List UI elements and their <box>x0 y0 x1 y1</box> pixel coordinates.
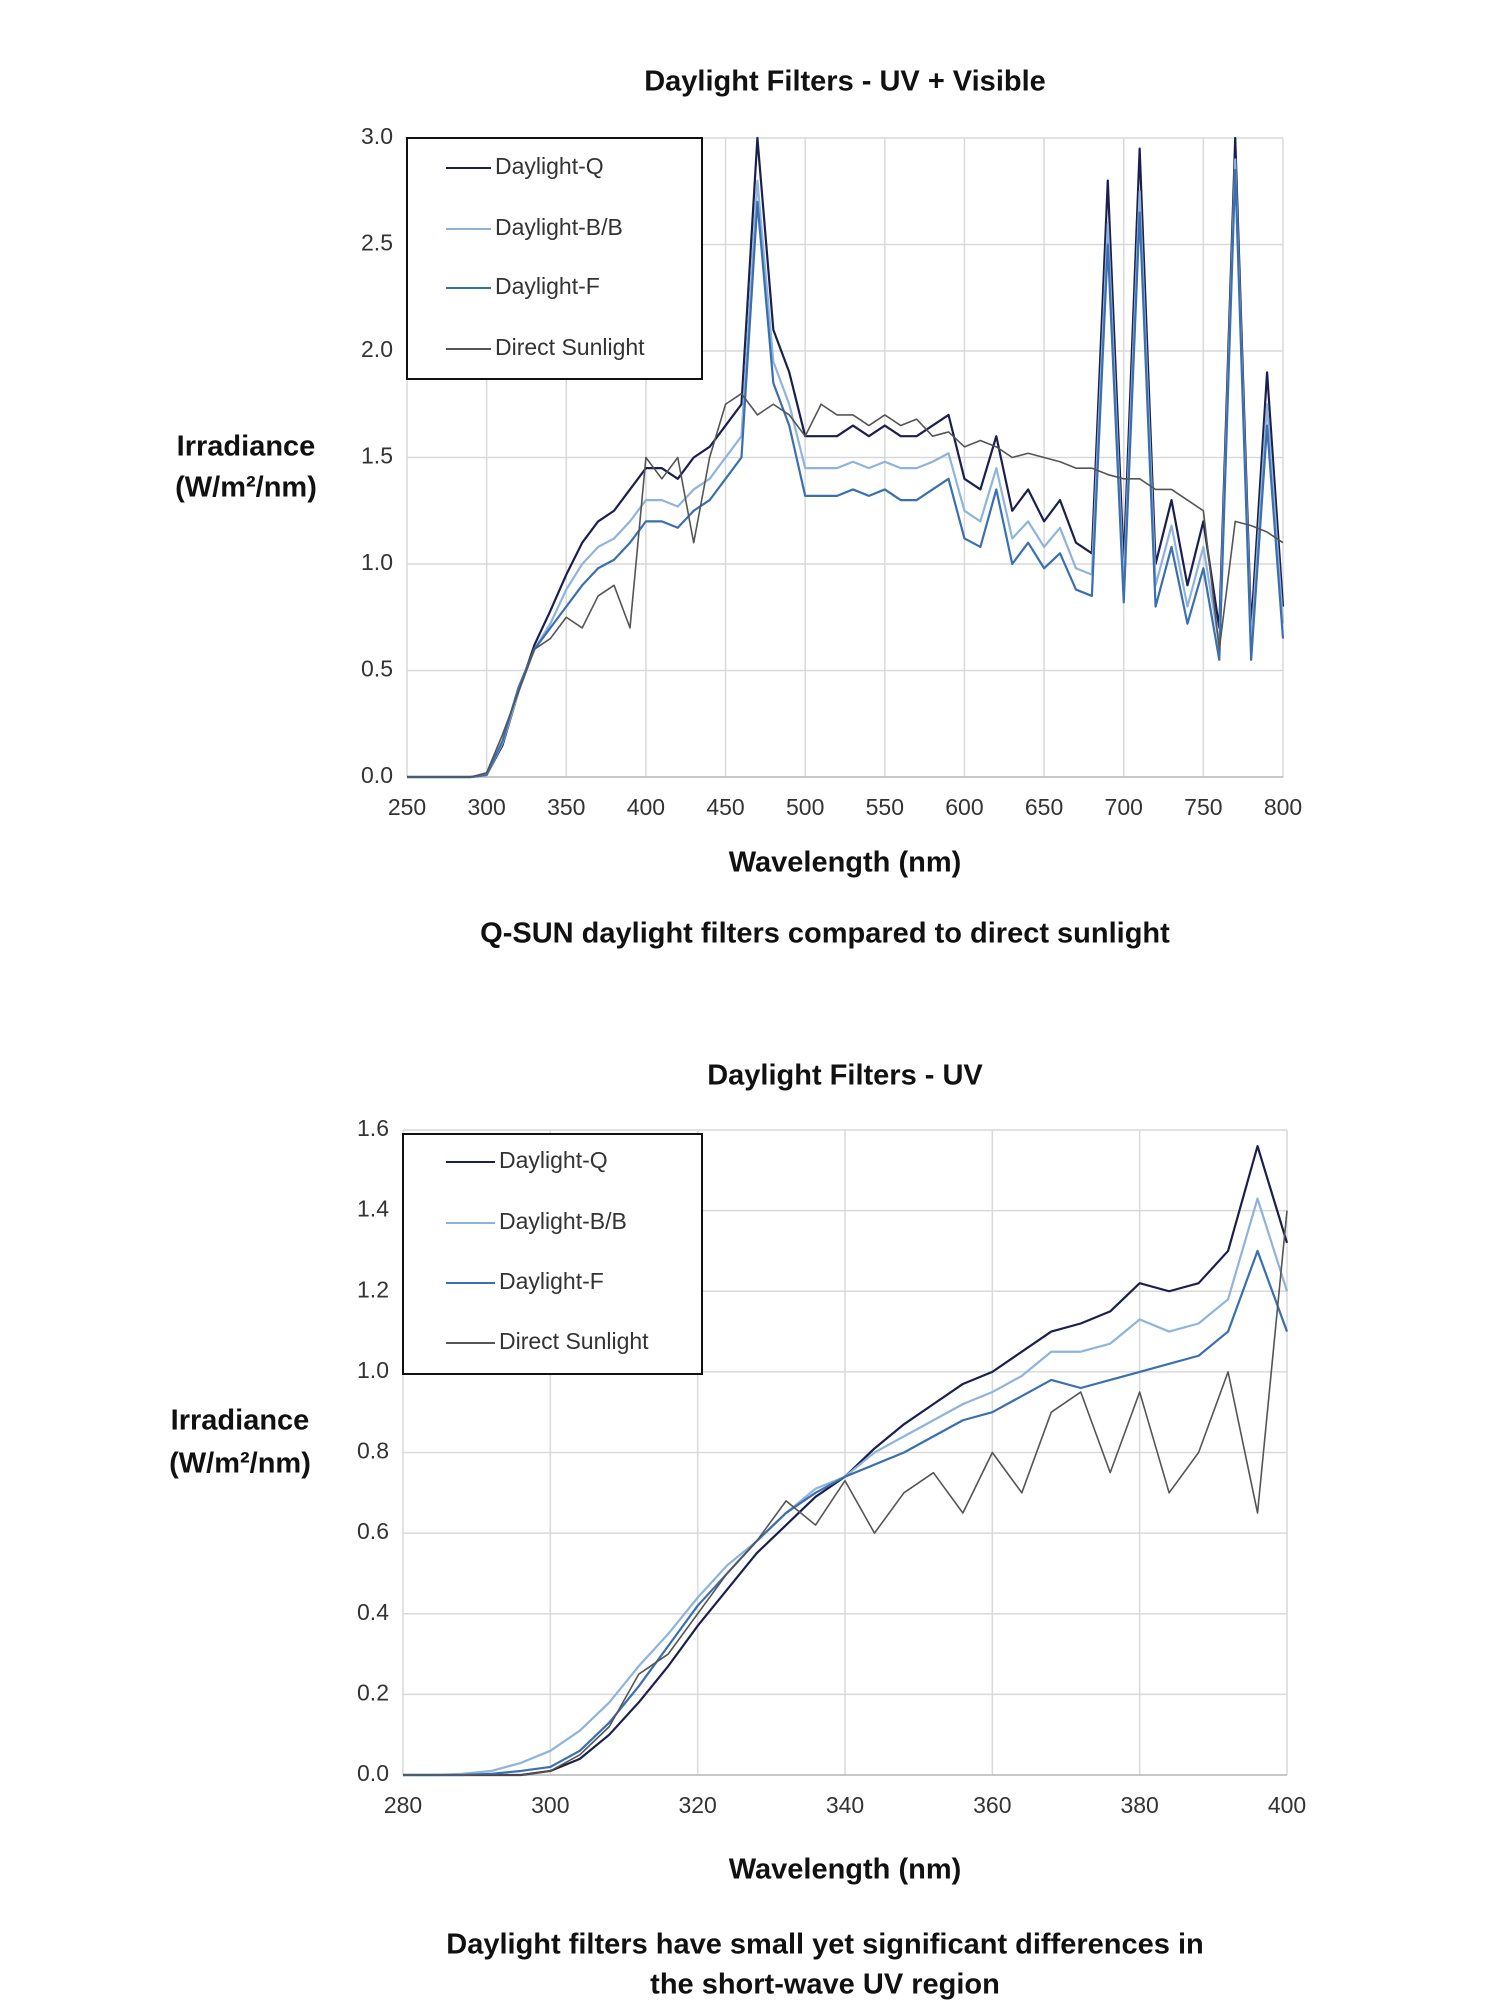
series-line <box>403 1249 1289 1777</box>
x-tick-label: 340 <box>826 1792 864 1818</box>
x-axis-label: Wavelength (nm) <box>729 1854 962 1886</box>
y-tick-label: 0.0 <box>361 762 393 788</box>
y-tick-label: 2.5 <box>361 230 393 256</box>
legend-label: Daylight-F <box>495 273 600 299</box>
legend-label: Daylight-B/B <box>495 214 623 240</box>
y-axis-label: Irradiance <box>177 431 316 463</box>
legend-box <box>406 137 703 380</box>
legend-label: Daylight-F <box>499 1268 604 1294</box>
chart-title: Daylight Filters - UV + Visible <box>644 66 1046 98</box>
x-tick-label: 360 <box>973 1792 1011 1818</box>
y-tick-label: 1.6 <box>357 1115 389 1141</box>
x-tick-label: 250 <box>388 794 426 820</box>
x-tick-label: 800 <box>1264 794 1302 820</box>
x-tick-label: 650 <box>1025 794 1063 820</box>
y-tick-label: 1.5 <box>361 443 393 469</box>
series-line <box>407 168 1285 779</box>
x-tick-label: 750 <box>1184 794 1222 820</box>
legend-box <box>402 1133 703 1375</box>
x-tick-label: 300 <box>467 794 505 820</box>
legend-label: Direct Sunlight <box>495 334 645 360</box>
x-tick-label: 350 <box>547 794 585 820</box>
y-tick-label: 3.0 <box>361 123 393 149</box>
y-tick-label: 1.4 <box>357 1196 389 1222</box>
legend-label: Direct Sunlight <box>499 1328 649 1354</box>
x-tick-label: 550 <box>866 794 904 820</box>
y-axis-label: (W/m²/nm) <box>175 472 317 504</box>
y-tick-label: 0.0 <box>357 1760 389 1786</box>
x-tick-label: 400 <box>1268 1792 1306 1818</box>
x-tick-label: 400 <box>627 794 665 820</box>
legend-label: Daylight-B/B <box>499 1208 627 1234</box>
x-tick-label: 450 <box>706 794 744 820</box>
y-tick-label: 2.0 <box>361 336 393 362</box>
y-tick-label: 0.8 <box>357 1438 389 1464</box>
y-tick-label: 1.2 <box>357 1276 389 1302</box>
y-tick-label: 0.5 <box>361 656 393 682</box>
x-tick-label: 300 <box>531 1792 569 1818</box>
y-axis-label: (W/m²/nm) <box>169 1448 311 1480</box>
x-tick-label: 320 <box>678 1792 716 1818</box>
caption: Daylight filters have small yet signific… <box>446 1929 1203 1961</box>
legend-label: Daylight-Q <box>495 153 604 179</box>
series-line <box>407 392 1284 778</box>
x-tick-label: 700 <box>1105 794 1143 820</box>
x-tick-label: 500 <box>786 794 824 820</box>
caption: Q-SUN daylight filters compared to direc… <box>480 918 1170 950</box>
x-tick-label: 600 <box>945 794 983 820</box>
legend-label: Daylight-Q <box>499 1147 608 1173</box>
series-line <box>407 136 1285 779</box>
y-tick-label: 1.0 <box>361 549 393 575</box>
x-tick-label: 380 <box>1120 1792 1158 1818</box>
y-tick-label: 0.2 <box>357 1679 389 1705</box>
y-axis-label: Irradiance <box>171 1405 310 1437</box>
series-line <box>403 1210 1288 1776</box>
y-tick-label: 1.0 <box>357 1357 389 1383</box>
y-tick-label: 0.6 <box>357 1518 389 1544</box>
x-tick-label: 280 <box>384 1792 422 1818</box>
caption: the short-wave UV region <box>650 1969 1000 2000</box>
chart-title: Daylight Filters - UV <box>707 1060 983 1092</box>
y-tick-label: 0.4 <box>357 1599 389 1625</box>
x-axis-label: Wavelength (nm) <box>729 847 962 879</box>
